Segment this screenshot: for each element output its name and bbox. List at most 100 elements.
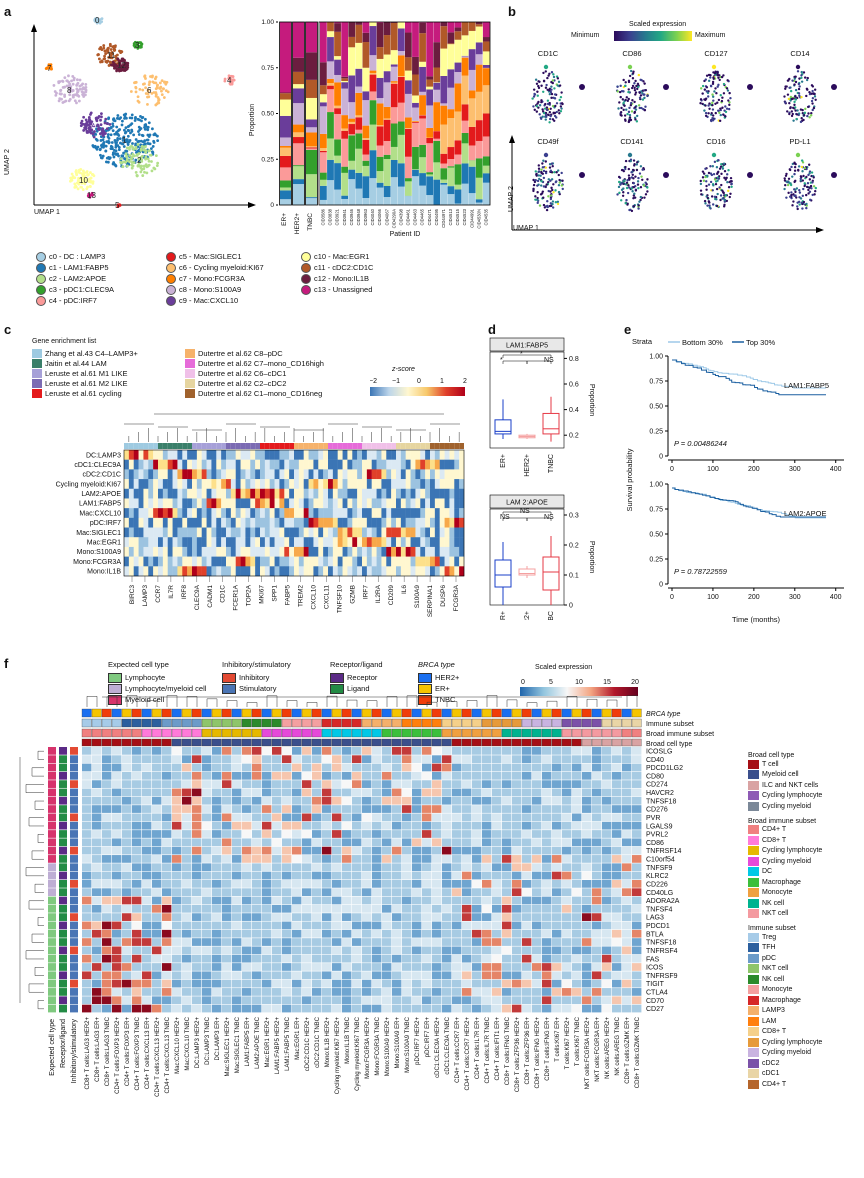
heatmap-cell	[562, 763, 572, 772]
marker-point	[642, 184, 646, 187]
heatmap-cell	[292, 821, 302, 830]
heatmap-cell	[396, 508, 402, 519]
heatmap-cell	[133, 517, 139, 528]
annot-cell	[391, 708, 402, 718]
cluster-swatch	[301, 262, 311, 273]
marker-point	[802, 174, 805, 178]
heatmap-cell	[482, 863, 492, 872]
heatmap-cell	[342, 469, 348, 480]
marker-point	[636, 161, 639, 164]
umap-point	[111, 122, 115, 126]
marker-point	[632, 177, 635, 180]
bar-segment	[475, 158, 483, 178]
heatmap-cell	[252, 813, 262, 822]
dendro-link	[286, 700, 298, 707]
annot-cell	[411, 718, 422, 728]
x-tick: 0	[670, 466, 674, 473]
heatmap-cell	[459, 546, 465, 557]
heatmap-cell	[444, 459, 450, 470]
bar-segment	[376, 145, 384, 157]
heatmap-cell	[289, 546, 295, 557]
heatmap-cell	[92, 880, 102, 888]
heatmap-cell	[402, 871, 412, 880]
heatmap-cell	[196, 517, 202, 528]
marker-point	[810, 92, 814, 95]
heatmap-cell	[328, 450, 334, 460]
umap-point	[117, 59, 121, 62]
marker-point	[537, 167, 541, 170]
enrichment-legend-item: Leruste et al.61 M2 LIKE	[32, 378, 138, 388]
heatmap-cell	[122, 796, 132, 805]
bar-segment	[426, 137, 434, 144]
heatmap-cell	[582, 763, 592, 772]
heatmap-cell	[252, 846, 262, 855]
heatmap-cell	[92, 863, 102, 872]
marker-point	[637, 204, 640, 207]
heatmap-cell	[245, 517, 251, 528]
heatmap-cell	[274, 459, 280, 470]
marker-point	[553, 97, 557, 100]
umap-point	[140, 144, 144, 148]
marker-point	[787, 97, 791, 101]
marker-point	[727, 189, 730, 193]
heatmap-cell	[342, 855, 352, 863]
heatmap-cell	[216, 488, 222, 499]
umap-y-label: UMAP 2	[4, 149, 11, 175]
scale-tick: 10	[575, 679, 583, 686]
dendro-link	[446, 701, 458, 707]
heatmap-cell	[148, 517, 154, 528]
heatmap-cell	[572, 780, 582, 788]
heatmap-cell	[552, 888, 562, 897]
heatmap-cell	[192, 450, 198, 460]
umap-point	[133, 154, 136, 158]
annotation-cell	[337, 443, 343, 449]
umap-point	[75, 173, 79, 177]
heatmap-cell	[262, 888, 272, 897]
marker-point	[701, 84, 705, 88]
bar-segment	[341, 138, 349, 167]
heatmap-cell	[182, 488, 188, 499]
heatmap-cell	[142, 805, 152, 813]
heatmap-cell	[459, 488, 465, 499]
heatmap-cell	[392, 846, 402, 855]
heatmap-cell	[337, 556, 343, 567]
marker-point	[633, 100, 636, 104]
cluster-number: 9	[92, 121, 97, 130]
group-box	[305, 21, 318, 206]
annotation-cell	[405, 443, 411, 449]
heatmap-cell	[222, 896, 232, 905]
heatmap-cell	[318, 450, 324, 460]
heatmap-cell	[372, 846, 382, 855]
legend-item: HER2+	[418, 672, 459, 683]
marker-point	[544, 70, 547, 73]
heatmap-cell	[402, 796, 412, 805]
marker-point	[546, 88, 549, 92]
heatmap-cell	[381, 450, 387, 460]
bar-segment	[397, 22, 405, 29]
marker-point	[546, 113, 550, 116]
cluster-swatch	[166, 262, 176, 273]
heatmap-cell	[230, 488, 236, 499]
marker-point	[795, 187, 799, 190]
heatmap-cell	[82, 821, 92, 830]
annot-cell	[521, 708, 532, 718]
heatmap-cell	[172, 450, 178, 460]
marker-point	[550, 71, 554, 74]
heatmap-cell	[230, 566, 236, 577]
umap-point	[78, 84, 82, 88]
heatmap-cell	[312, 747, 322, 755]
marker-point	[548, 121, 551, 124]
umap-point	[227, 76, 231, 80]
bar-segment	[341, 195, 349, 199]
umap-point	[157, 97, 161, 101]
heatmap-cell	[302, 830, 312, 838]
heatmap-cell	[232, 830, 242, 838]
annot-cell	[451, 738, 462, 747]
umap-point	[145, 165, 149, 169]
heatmap-cell	[133, 488, 139, 499]
marker-point	[791, 204, 794, 207]
annotation-cell	[177, 443, 183, 449]
heatmap-cell	[622, 846, 632, 855]
heatmap-cell	[402, 821, 412, 830]
heatmap-cell	[432, 846, 442, 855]
